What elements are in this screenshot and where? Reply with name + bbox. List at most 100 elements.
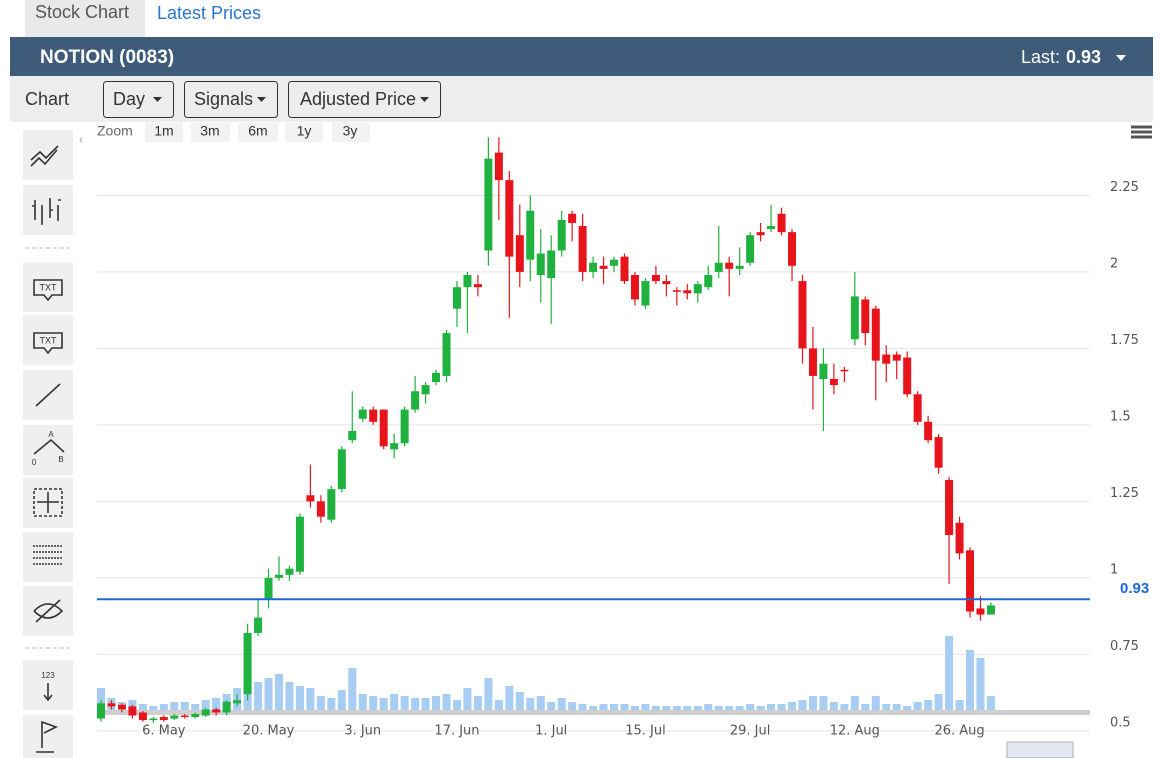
zoom-button[interactable]	[285, 123, 323, 142]
candle-body	[610, 259, 619, 266]
candle-body	[452, 287, 461, 309]
volume-bar	[526, 698, 535, 710]
y-tick-label: 1.75	[1110, 333, 1139, 348]
zoom-button-label[interactable]: 3m	[200, 123, 219, 139]
volume-bar	[452, 700, 461, 710]
icon	[33, 332, 63, 355]
icon-text: 123	[41, 671, 55, 680]
zoom-button[interactable]	[238, 123, 278, 142]
volume-bar	[589, 706, 598, 710]
volume-bar	[808, 696, 817, 710]
volume-bar	[913, 702, 922, 710]
candle-body	[358, 409, 367, 419]
candle-body	[400, 409, 409, 444]
last-value[interactable]: 0.93	[1066, 47, 1101, 67]
candle-body	[97, 703, 105, 719]
volume-bar	[756, 706, 765, 710]
button[interactable]	[288, 81, 441, 118]
tool-button[interactable]	[23, 715, 73, 758]
volume-bar	[662, 706, 671, 710]
x-tick-label: 3. Jun	[344, 724, 381, 739]
icon	[37, 492, 59, 513]
zoom-button[interactable]	[332, 123, 370, 142]
candle-body	[432, 372, 441, 383]
volume-bar	[212, 698, 221, 710]
volume-bar	[484, 678, 493, 710]
volume-bar	[735, 706, 744, 710]
button[interactable]	[184, 81, 278, 118]
dropdown-arrow[interactable]	[1116, 55, 1126, 61]
volume-bar	[903, 706, 912, 710]
tab[interactable]: Stock Chart	[35, 2, 129, 22]
volume-bar	[777, 704, 786, 710]
volume-bar	[274, 674, 283, 710]
candle-body	[714, 262, 723, 272]
candle-body	[117, 704, 126, 710]
tool-button[interactable]	[23, 262, 73, 312]
header-bar	[10, 37, 1153, 76]
icon-text: B	[58, 455, 63, 464]
tool-button[interactable]	[23, 185, 73, 235]
candle-body	[149, 718, 158, 721]
tool-button[interactable]	[23, 425, 73, 475]
candle-body	[180, 715, 189, 718]
candle-body	[568, 213, 577, 223]
volume-bar	[599, 704, 608, 710]
x-tick-label: 1. Jul	[535, 724, 567, 739]
volume-bar	[986, 696, 995, 710]
candle-body	[704, 274, 713, 288]
volume-bar	[620, 704, 629, 710]
zoom-button[interactable]	[191, 123, 230, 142]
zoom-button-label[interactable]: 1y	[297, 123, 312, 139]
candle-body	[107, 703, 116, 707]
candle-body	[327, 489, 336, 520]
candle-body	[819, 363, 828, 379]
candle-body	[515, 235, 524, 272]
button[interactable]	[103, 81, 174, 118]
x-tick-label: 29. Jul	[730, 724, 771, 739]
candle-body	[201, 709, 210, 716]
button-label[interactable]: Adjusted Price	[300, 89, 416, 109]
icon	[32, 198, 61, 225]
collapse[interactable]: ‹	[79, 134, 83, 146]
volume-bar	[348, 668, 357, 710]
volume-bar	[630, 706, 639, 710]
volume-bar	[568, 702, 577, 710]
navigator-window[interactable]	[1006, 741, 1074, 758]
zoom-button-label[interactable]: 3y	[343, 123, 358, 139]
candle-body	[850, 296, 859, 340]
candle-body	[411, 391, 420, 410]
volume-bar	[966, 650, 975, 710]
icon	[33, 279, 63, 302]
volume-bar	[473, 696, 482, 710]
icon-text: TXT	[40, 335, 58, 345]
volume-bar	[704, 704, 713, 710]
candle-body	[735, 265, 744, 269]
candle-body	[829, 378, 838, 386]
tab[interactable]: Latest Prices	[157, 3, 261, 23]
tool-button[interactable]	[23, 532, 73, 582]
candle-body	[882, 354, 891, 364]
x-tick-label: 17. Jun	[434, 724, 479, 739]
button-label[interactable]: Day	[113, 89, 145, 109]
candle-body	[442, 333, 451, 376]
tool-button[interactable]	[23, 315, 73, 365]
zoom-button[interactable]	[145, 123, 183, 142]
candle-body	[128, 706, 137, 716]
icon-text: 0	[32, 458, 37, 467]
candle-body	[725, 262, 734, 269]
volume-bar	[442, 694, 451, 710]
volume-bar	[191, 704, 200, 710]
toolbar-label: Chart	[25, 89, 69, 109]
candle-body	[295, 516, 304, 572]
candle-body	[557, 219, 566, 251]
candle-body	[955, 522, 964, 554]
toolbar	[10, 76, 1153, 122]
volume-bar	[714, 706, 723, 710]
candle-body	[589, 262, 598, 272]
zoom-button-label[interactable]: 1m	[154, 123, 173, 139]
button-label[interactable]: Signals	[194, 89, 253, 109]
menu-icon[interactable]	[1131, 125, 1152, 139]
x-tick-label: 26. Aug	[934, 724, 984, 739]
zoom-button-label[interactable]: 6m	[248, 123, 267, 139]
